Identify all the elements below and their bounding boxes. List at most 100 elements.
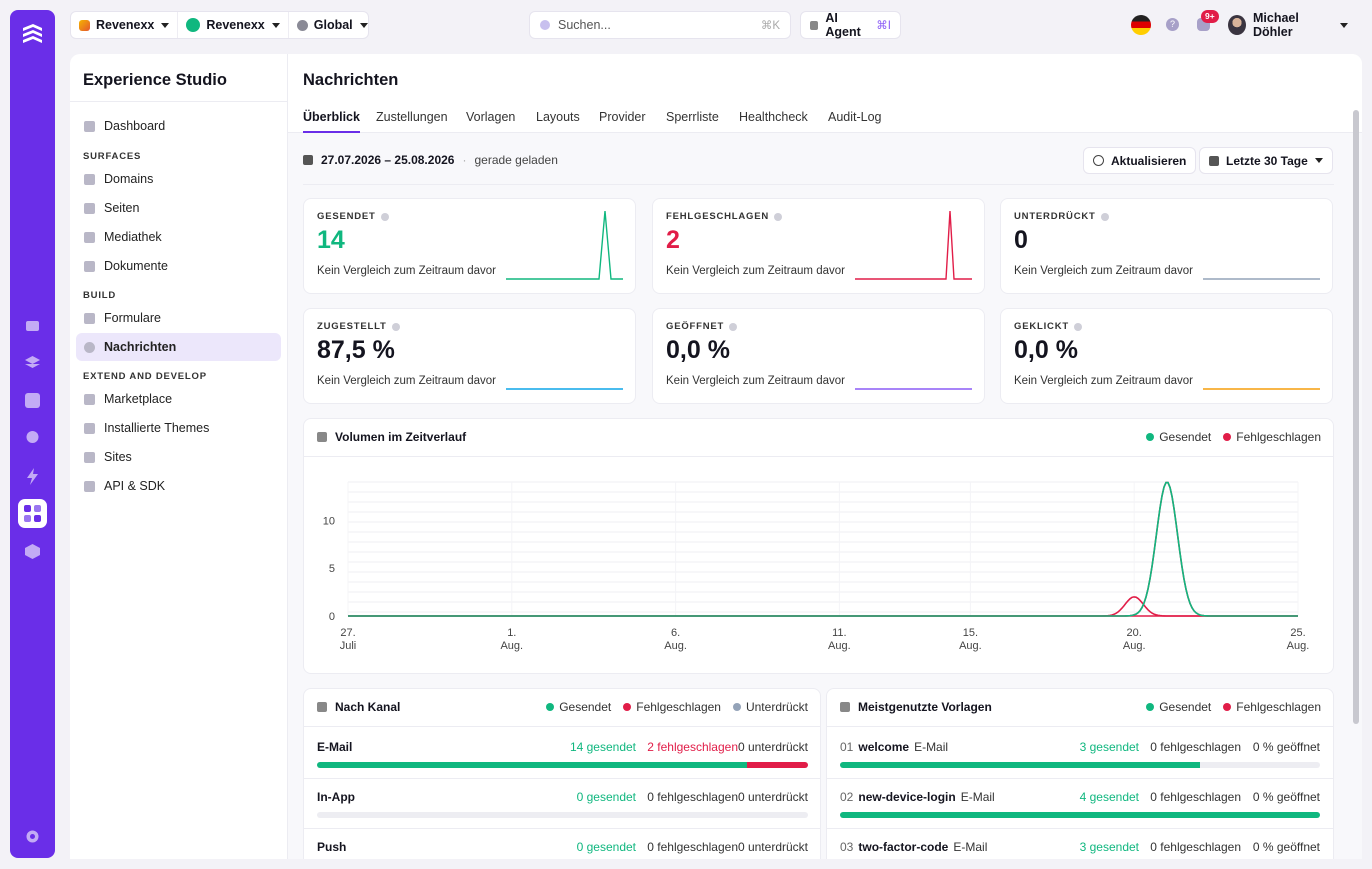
channel-name: Push (317, 840, 347, 854)
project-label: Revenexx (206, 18, 265, 32)
channel-row[interactable]: Push 0 unterdrückt 0 fehlgeschlagen 0 gesen… (304, 837, 820, 859)
channel-sent: 0 gesendet (576, 840, 636, 854)
sidebar-item-themes[interactable]: Installierte Themes (76, 414, 281, 442)
app-logo-icon[interactable] (20, 22, 46, 48)
help-icon[interactable]: ? (1166, 18, 1179, 31)
templates-title: Meistgenutzte Vorlagen (858, 700, 992, 714)
sidebar-item-api[interactable]: API & SDK (76, 472, 281, 500)
template-progress-bar (840, 762, 1320, 768)
template-row[interactable]: 01 welcome E-Mail 0 % geöffnet 0 fehlgeschla… (827, 737, 1333, 779)
tab-healthcheck[interactable]: Healthcheck (739, 110, 808, 124)
sidebar-item-media[interactable]: Mediathek (76, 223, 281, 251)
x-tick-label: 11. Aug. (828, 627, 851, 652)
workspace-logo-icon (79, 19, 90, 31)
y-tick-label: 5 (329, 563, 335, 575)
kpi-comparison: Kein Vergleich zum Zeitraum davor (1014, 375, 1193, 387)
region-select[interactable]: Global (289, 12, 376, 38)
pin-icon[interactable] (24, 430, 41, 447)
refresh-button[interactable]: Aktualisieren (1083, 147, 1197, 174)
row-divider (304, 778, 820, 779)
sidebar-item-marketplace[interactable]: Marketplace (76, 385, 281, 413)
sidebar-item-messages[interactable]: Nachrichten (76, 333, 281, 361)
kpi-card: ZUGESTELLT 87,5 % Kein Vergleich zum Zeitr… (303, 308, 636, 404)
tab-layouts[interactable]: Layouts (536, 110, 580, 124)
language-flag-icon[interactable] (1131, 15, 1151, 35)
chevron-down-icon (271, 22, 280, 28)
row-divider (827, 778, 1333, 779)
layers-icon[interactable] (24, 354, 41, 371)
ai-agent-button[interactable]: AI Agent ⌘I (800, 11, 901, 39)
sidebar-item-dashboard[interactable]: Dashboard (76, 112, 281, 140)
search-placeholder: Suchen... (558, 18, 611, 32)
card-divider (304, 726, 820, 727)
template-row[interactable]: 03 two-factor-code E-Mail 0 % geöffnet 0 feh… (827, 837, 1333, 859)
template-row[interactable]: 02 new-device-login E-Mail 0 % geöffnet 0 fe… (827, 787, 1333, 829)
channel-header: Nach Kanal (317, 700, 400, 714)
search-input[interactable]: Suchen... ⌘K (529, 11, 791, 39)
tab-overview[interactable]: Überblick (303, 110, 360, 133)
info-icon[interactable] (774, 212, 783, 221)
channel-row[interactable]: E-Mail 0 unterdrückt 2 fehlgeschlagen 14 ge… (304, 737, 820, 779)
template-sent: 3 gesendet (1079, 740, 1139, 754)
info-icon[interactable] (380, 212, 389, 221)
kpi-value: 0,0 % (666, 336, 730, 364)
kpi-sparkline (1203, 278, 1320, 280)
document-icon (84, 260, 95, 272)
volume-chart-header: Volumen im Zeitverlauf (317, 430, 466, 444)
tab-provider[interactable]: Provider (599, 110, 646, 124)
kpi-comparison: Kein Vergleich zum Zeitraum davor (666, 375, 845, 387)
legend-sent: Gesendet (1159, 700, 1212, 714)
kpi-sparkline (506, 388, 623, 390)
scrollbar[interactable] (1353, 110, 1359, 724)
tab-deliveries[interactable]: Zustellungen (376, 110, 448, 124)
user-menu[interactable]: Michael Döhler (1222, 11, 1354, 39)
tab-blocklist[interactable]: Sperrliste (666, 110, 719, 124)
legend-swatch-suppressed (732, 703, 741, 711)
kpi-value: 87,5 % (317, 336, 395, 364)
workspace-select[interactable]: Revenexx (71, 12, 179, 38)
sidebar-item-sites[interactable]: Sites (76, 443, 281, 471)
kpi-sparkline (506, 210, 623, 280)
volume-chart-title: Volumen im Zeitverlauf (335, 430, 467, 444)
x-tick-label: 27. Juli (340, 627, 357, 652)
tab-templates[interactable]: Vorlagen (466, 110, 516, 124)
ai-shortcut: ⌘I (876, 20, 891, 32)
period-select[interactable]: Letzte 30 Tage (1199, 147, 1333, 174)
studio-sidebar: Experience Studio Dashboard SURFACES Dom… (70, 54, 288, 859)
kpi-sparkline (1203, 388, 1320, 390)
sidebar-item-domains[interactable]: Domains (76, 165, 281, 193)
template-open-rate: 0 % geöffnet (1252, 740, 1320, 754)
template-info: 03 two-factor-code E-Mail (840, 840, 987, 854)
template-failed: 0 fehlgeschlagen (1150, 790, 1241, 804)
info-icon[interactable] (729, 322, 738, 331)
settings-icon[interactable] (24, 828, 41, 845)
info-icon[interactable] (391, 322, 400, 331)
home-icon[interactable] (24, 316, 41, 333)
sidebar-item-label: Dokumente (104, 259, 168, 273)
legend-swatch-sent (546, 703, 555, 711)
info-icon[interactable] (1073, 322, 1082, 331)
channel-row[interactable]: In-App 0 unterdrückt 0 fehlgeschlagen 0 ges… (304, 787, 820, 829)
analytics-icon[interactable] (24, 392, 41, 409)
top-bar: Revenexx Revenexx Global Suchen... ⌘K AI… (70, 10, 1360, 40)
kpi-label-text: GESENDET (317, 211, 376, 222)
experience-studio-icon[interactable] (18, 499, 47, 528)
bolt-icon[interactable] (24, 468, 41, 485)
sidebar-divider (70, 101, 287, 102)
cube-icon[interactable] (24, 543, 41, 560)
ai-agent-label: AI Agent (825, 11, 861, 39)
section-extend: EXTEND AND DEVELOP (83, 371, 207, 382)
sidebar-item-documents[interactable]: Dokumente (76, 252, 281, 280)
sidebar-item-pages[interactable]: Seiten (76, 194, 281, 222)
sidebar-item-label: Formulare (104, 311, 161, 325)
template-progress-bar (840, 812, 1320, 818)
chevron-down-icon (359, 22, 368, 28)
theme-icon (84, 422, 95, 434)
tab-audit-log[interactable]: Audit-Log (828, 110, 882, 124)
sidebar-item-forms[interactable]: Formulare (76, 304, 281, 332)
template-name: welcome (858, 740, 910, 754)
info-icon[interactable] (1100, 212, 1109, 221)
calendar-icon (1209, 155, 1219, 166)
project-select[interactable]: Revenexx (178, 12, 289, 38)
chevron-down-icon (1314, 158, 1323, 163)
